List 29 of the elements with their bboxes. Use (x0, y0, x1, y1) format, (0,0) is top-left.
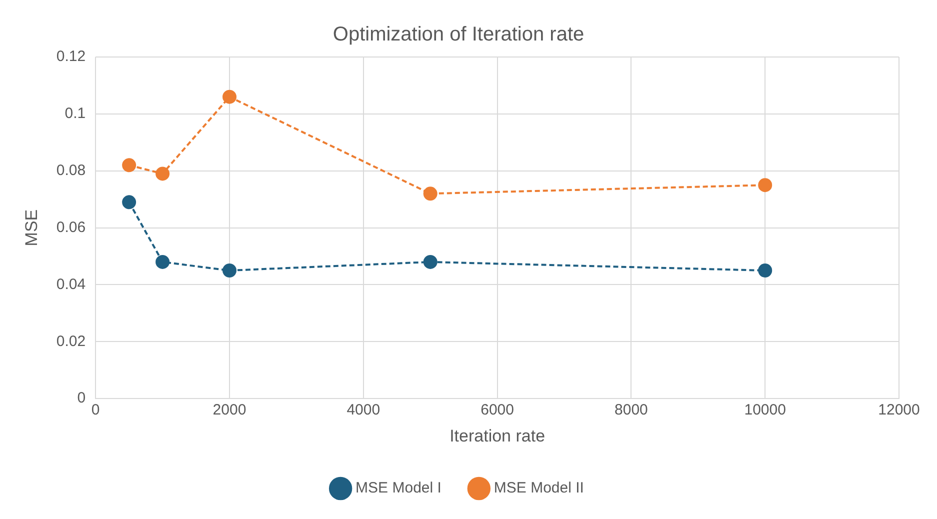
y-tick-label: 0.1 (64, 105, 86, 122)
y-axis-title: MSE (22, 209, 41, 246)
chart-title: Optimization of Iteration rate (332, 24, 584, 46)
x-tick-label: 2000 (212, 402, 246, 419)
y-tick-label: 0.02 (56, 332, 86, 350)
point (156, 254, 170, 269)
point (222, 90, 236, 104)
x-tick-label: 4000 (346, 402, 380, 419)
point (122, 158, 136, 172)
y-tick-label: 0.06 (56, 218, 86, 236)
x-tick-label: 0 (91, 402, 100, 419)
point (156, 166, 170, 181)
y-tick-label: 0.08 (56, 162, 86, 180)
x-axis-title: Iteration rate (450, 426, 546, 446)
y-tick-label: 0 (77, 390, 86, 407)
x-tick-label: 12000 (878, 402, 920, 419)
x-tick-label: 8000 (614, 402, 648, 419)
point (758, 178, 772, 192)
point (122, 195, 136, 210)
x-tick-label: 6000 (480, 402, 514, 419)
y-tick-label: 0.12 (56, 48, 86, 66)
point (222, 264, 236, 278)
point (423, 186, 438, 201)
legend-label: MSE Model I (356, 480, 442, 497)
point (423, 254, 438, 269)
x-tick-label: 10000 (744, 402, 786, 419)
legend-label: MSE Model II (494, 480, 584, 497)
y-tick-label: 0.04 (56, 276, 86, 293)
point (758, 264, 772, 278)
